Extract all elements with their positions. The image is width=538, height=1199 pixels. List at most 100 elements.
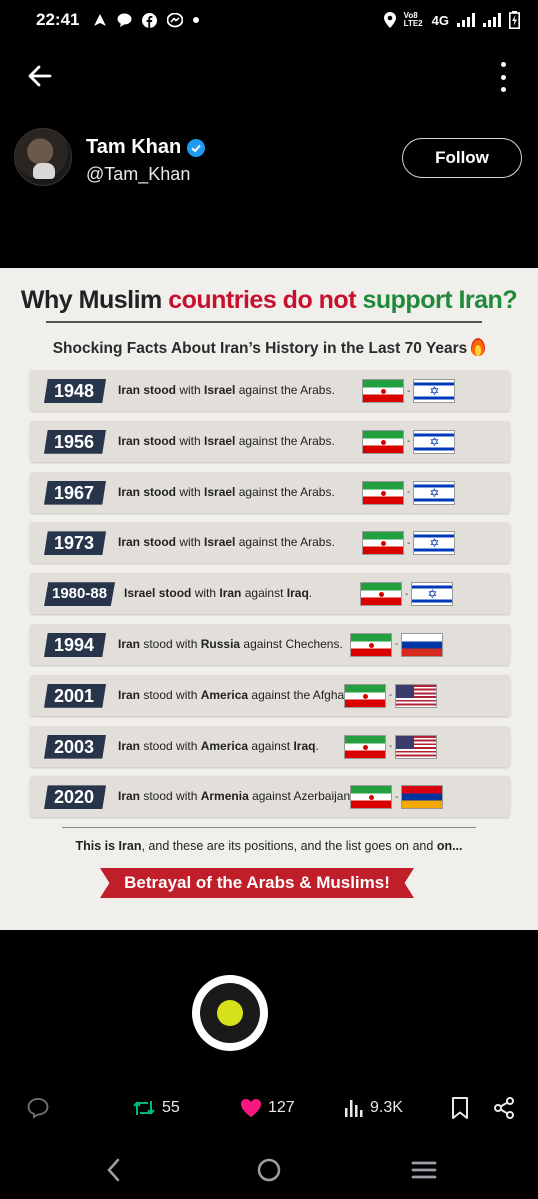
event-description: Iran stood with America against the Afgh… — [118, 688, 354, 702]
event-subject: Iran stood — [118, 535, 177, 550]
retweet-button[interactable]: 55 — [132, 1092, 180, 1124]
views-button[interactable]: 9.3K — [344, 1092, 403, 1124]
flag-separator: - — [407, 436, 411, 448]
israel-flag-icon — [413, 379, 456, 403]
event-rest: against — [248, 738, 294, 753]
clock: 22:41 — [36, 10, 80, 29]
fire-icon — [471, 338, 486, 356]
event-ally: America — [200, 738, 249, 753]
flag-separator: - — [395, 639, 399, 651]
timeline-row: 1948 Iran stood with Israel against the A… — [30, 370, 510, 411]
event-description: Iran stood with Russia against Chechens. — [118, 637, 343, 651]
avatar[interactable] — [14, 128, 72, 186]
event-ally: Israel — [204, 383, 236, 397]
event-connector: with — [176, 383, 205, 397]
event-description: Iran stood with Israel against the Arabs… — [118, 434, 335, 448]
event-subject: Iran — [118, 738, 141, 753]
flag-pair: - — [362, 480, 456, 505]
follow-button[interactable]: Follow — [402, 138, 522, 178]
israel-flag-icon — [413, 429, 456, 454]
nav-home-icon[interactable] — [255, 1156, 283, 1184]
event-connector: stood with — [140, 687, 201, 702]
user-handle[interactable]: @Tam_Khan — [86, 164, 191, 184]
year-tag: 1994 — [44, 632, 107, 657]
event-connector: with — [191, 586, 220, 601]
facebook-icon — [142, 12, 158, 28]
event-connector: with — [176, 433, 205, 448]
flag-pair: - — [344, 734, 438, 759]
event-ally: Armenia — [200, 789, 249, 804]
fab-ring — [200, 983, 260, 1043]
event-connector: stood with — [140, 738, 201, 753]
more-vertical-icon[interactable] — [498, 62, 508, 92]
signal-icon — [483, 13, 501, 27]
navigation-icon — [94, 14, 107, 26]
infographic-footer: This is Iran, and these are its position… — [0, 839, 538, 853]
event-target: Iraq — [293, 738, 316, 753]
usa-flag-icon — [395, 734, 438, 759]
dot-icon — [193, 17, 200, 23]
event-subject: Israel stood — [124, 586, 192, 601]
year-tag: 2020 — [44, 785, 107, 810]
event-connector: stood with — [140, 636, 201, 651]
footer-bold-1: This is Iran — [75, 839, 142, 853]
usa-flag-icon — [395, 683, 438, 708]
notification-icons — [93, 12, 200, 28]
status-bar: 22:41 Vo8 LTE2 4G — [0, 0, 538, 40]
event-subject: Iran stood — [118, 433, 177, 448]
flag-pair: - — [362, 531, 456, 556]
footer-bold-2: on... — [436, 839, 463, 853]
event-connector: stood with — [140, 789, 201, 804]
retweet-icon — [133, 1101, 155, 1115]
iran-flag-icon — [344, 734, 386, 759]
messenger-icon — [167, 12, 184, 27]
event-rest: against the Arabs. — [235, 383, 335, 397]
event-subject: Iran stood — [118, 383, 177, 397]
event-ally: Israel — [204, 535, 236, 550]
event-description: Iran stood with Israel against the Arabs… — [118, 383, 335, 397]
post-image[interactable]: Why Muslim countries do not support Iran… — [0, 268, 538, 930]
year-tag: 2001 — [44, 683, 107, 708]
event-target: Iraq — [286, 586, 309, 601]
title-part-2: countries do not — [168, 286, 363, 314]
event-description: Iran stood with America against Iraq. — [118, 739, 319, 753]
flag-separator: - — [389, 741, 393, 753]
timeline-row: 1994 Iran stood with Russia against Chech… — [30, 623, 510, 665]
iran-flag-icon — [362, 531, 404, 556]
bookmark-icon — [452, 1097, 468, 1119]
event-rest: against the Arabs. — [235, 535, 335, 550]
infographic-title: Why Muslim countries do not support Iran… — [0, 286, 538, 315]
share-button[interactable] — [492, 1092, 516, 1124]
israel-flag-icon — [411, 582, 454, 607]
top-bar — [0, 56, 538, 100]
display-name[interactable]: Tam Khan — [86, 136, 182, 158]
display-name-row[interactable]: Tam Khan — [86, 136, 206, 159]
russia-flag-icon — [401, 632, 444, 657]
title-underline — [46, 321, 482, 323]
volte-label: Vo8 LTE2 — [403, 11, 423, 28]
flag-pair: - — [344, 683, 438, 708]
fab-dot — [217, 1000, 243, 1026]
footer-text: , and these are its positions, and the l… — [141, 839, 437, 853]
year-tag: 2003 — [44, 734, 107, 759]
heart-icon — [241, 1099, 261, 1117]
event-end: . — [308, 586, 313, 601]
iran-flag-icon — [350, 632, 392, 657]
year-tag: 1956 — [44, 429, 107, 454]
nav-back-icon[interactable] — [100, 1156, 128, 1184]
verified-badge-icon — [187, 138, 206, 157]
bookmark-button[interactable] — [450, 1092, 470, 1124]
like-button[interactable]: 127 — [240, 1092, 295, 1124]
arrow-left-icon[interactable] — [24, 60, 56, 92]
event-description: Israel stood with Iran against Iraq. — [124, 586, 312, 600]
share-icon — [494, 1097, 514, 1119]
event-ally: America — [200, 687, 249, 702]
timeline-row: 2020 Iran stood with Armenia against Azer… — [30, 776, 510, 818]
floating-action-button[interactable] — [192, 975, 268, 1051]
nav-recents-icon[interactable] — [410, 1156, 438, 1184]
israel-flag-icon — [413, 480, 456, 505]
like-count: 127 — [268, 1099, 295, 1116]
event-subject: Iran stood — [118, 484, 177, 499]
event-subject: Iran — [118, 789, 141, 804]
reply-button[interactable] — [26, 1092, 50, 1124]
